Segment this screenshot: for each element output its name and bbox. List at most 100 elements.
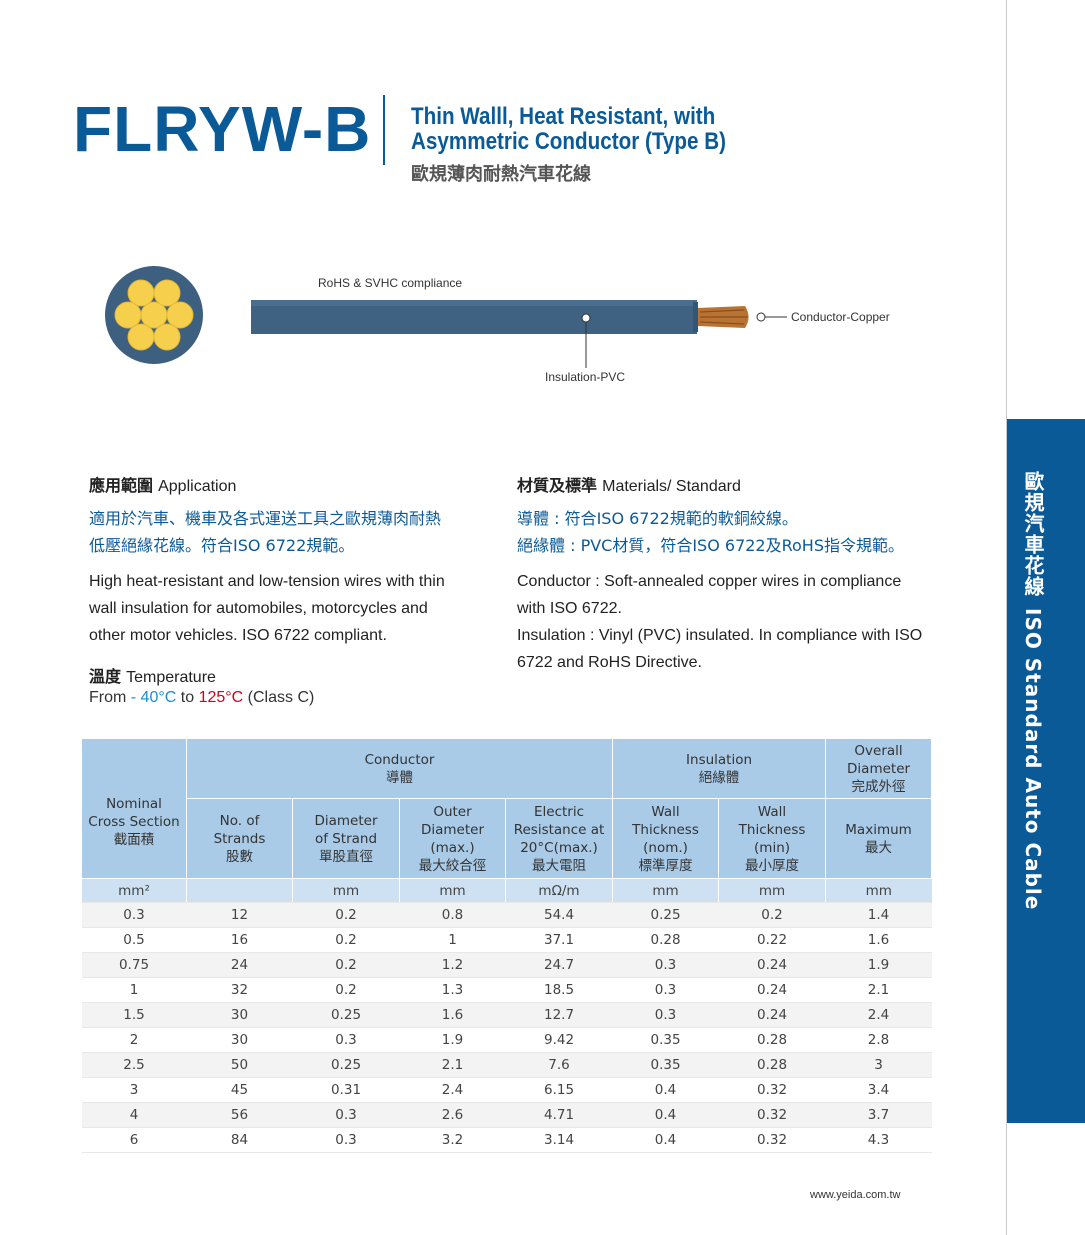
unit-cell: mm xyxy=(292,878,400,903)
table-row: 4 56 0.3 2.6 4.71 0.4 0.32 3.7 xyxy=(81,1102,932,1128)
table-cell: 0.24 xyxy=(718,952,826,978)
table-cell: 0.24 xyxy=(718,977,826,1003)
table-cell: 30 xyxy=(186,1002,293,1028)
table-cell: 0.3 xyxy=(81,902,187,928)
table-cell: 0.3 xyxy=(292,1027,400,1053)
table-cell: 4.71 xyxy=(505,1102,613,1128)
table-cell: 0.2 xyxy=(292,952,400,978)
footer-url: www.yeida.com.tw xyxy=(810,1189,901,1201)
spec-table: Nominal Cross Section 截面積 Conductor 導體 Insu… xyxy=(81,738,933,1153)
side-tab-en: ISO Standard Auto Cable xyxy=(1021,608,1045,911)
rohs-label: RoHS & SVHC compliance xyxy=(318,276,463,290)
table-row: 2.5 50 0.25 2.1 7.6 0.35 0.28 3 xyxy=(81,1052,932,1078)
side-tab-text: 歐規汽車花線 ISO Standard Auto Cable xyxy=(1019,471,1048,910)
temperature-high: 125°C xyxy=(198,689,244,706)
application-zh: 適用於汽車、機車及各式運送工具之歐規薄肉耐熱 低壓絕緣花線。符合ISO 6722… xyxy=(89,505,441,559)
conductor-label: Conductor-Copper xyxy=(791,310,890,324)
header-conductor: Conductor 導體 xyxy=(185,738,614,799)
header-wall-nom: Wall Thickness (nom.) 標準厚度 xyxy=(612,798,720,879)
temperature-heading: 溫度 Temperature xyxy=(89,667,216,686)
page-edge-rule xyxy=(1006,0,1007,1235)
product-code: FLRYW-B xyxy=(73,93,372,165)
table-cell: 2 xyxy=(81,1027,187,1053)
table-row: 0.5 16 0.2 1 37.1 0.28 0.22 1.6 xyxy=(81,927,932,953)
cable-side-view xyxy=(251,300,787,368)
table-cell: 2.1 xyxy=(825,977,932,1003)
table-cell: 0.28 xyxy=(718,1027,826,1053)
title-en: Thin Walll, Heat Resistant, with Asymmet… xyxy=(411,104,726,154)
table-cell: 3.7 xyxy=(825,1102,932,1128)
table-cell: 0.2 xyxy=(718,902,826,928)
application-en-line3: other motor vehicles. ISO 6722 compliant… xyxy=(89,627,387,644)
table-cell: 30 xyxy=(186,1027,293,1053)
table-cell: 0.22 xyxy=(718,927,826,953)
table-cell: 0.25 xyxy=(292,1052,400,1078)
table-cell: 2.6 xyxy=(399,1102,506,1128)
table-cell: 1.6 xyxy=(399,1002,506,1028)
table-cell: 3.14 xyxy=(505,1127,613,1153)
table-cell: 12.7 xyxy=(505,1002,613,1028)
table-cell: 6 xyxy=(81,1127,187,1153)
table-cell: 1 xyxy=(81,977,187,1003)
table-cell: 0.4 xyxy=(612,1127,719,1153)
table-cell: 7.6 xyxy=(505,1052,613,1078)
table-cell: 0.28 xyxy=(718,1052,826,1078)
cable-diagram: RoHS & SVHC compliance Conductor-Copper … xyxy=(0,250,1000,400)
table-cell: 0.3 xyxy=(612,977,719,1003)
table-cell: 0.2 xyxy=(292,927,400,953)
materials-zh-line1: 導體 : 符合ISO 6722規範的軟銅絞線。 xyxy=(517,509,798,528)
materials-en-line3: Insulation : Vinyl (PVC) insulated. In c… xyxy=(517,627,923,644)
table-cell: 0.28 xyxy=(612,927,719,953)
table-cell: 1.9 xyxy=(399,1027,506,1053)
title-en-line1: Thin Walll, Heat Resistant, with xyxy=(411,103,716,130)
table-cell: 3.2 xyxy=(399,1127,506,1153)
table-cell: 0.3 xyxy=(292,1102,400,1128)
table-cell: 84 xyxy=(186,1127,293,1153)
table-cell: 12 xyxy=(186,902,293,928)
materials-zh: 導體 : 符合ISO 6722規範的軟銅絞線。 絕緣體 : PVC材質，符合IS… xyxy=(517,505,904,559)
table-cell: 45 xyxy=(186,1077,293,1103)
title-en-line2: Asymmetric Conductor (Type B) xyxy=(411,128,727,155)
table-cell: 0.35 xyxy=(612,1052,719,1078)
materials-en: Conductor : Soft-annealed copper wires i… xyxy=(517,568,922,676)
table-cell: 56 xyxy=(186,1102,293,1128)
table-cell: 16 xyxy=(186,927,293,953)
table-cell: 0.3 xyxy=(292,1127,400,1153)
table-cell: 2.5 xyxy=(81,1052,187,1078)
header-overall: Overall Diameter 完成外徑 xyxy=(825,738,933,799)
header-strands: No. of Strands 股數 xyxy=(186,798,293,879)
materials-en-line1: Conductor : Soft-annealed copper wires i… xyxy=(517,573,902,590)
table-cell: 32 xyxy=(186,977,293,1003)
header-nominal: Nominal Cross Section 截面積 xyxy=(81,738,187,879)
table-row: 1 32 0.2 1.3 18.5 0.3 0.24 2.1 xyxy=(81,977,932,1003)
title-divider xyxy=(383,95,385,165)
table-cell: 3.4 xyxy=(825,1077,932,1103)
units-row: mm² mm mm mΩ/m mm mm mm xyxy=(81,878,932,903)
unit-cell: mm xyxy=(612,878,719,903)
table-cell: 2.4 xyxy=(825,1002,932,1028)
table-cell: 2.4 xyxy=(399,1077,506,1103)
table-cell: 3 xyxy=(81,1077,187,1103)
unit-cell xyxy=(186,878,293,903)
table-cell: 1.3 xyxy=(399,977,506,1003)
table-cell: 0.4 xyxy=(612,1077,719,1103)
table-cell: 0.5 xyxy=(81,927,187,953)
table-cell: 24.7 xyxy=(505,952,613,978)
application-en-line2: wall insulation for automobiles, motorcy… xyxy=(89,600,428,617)
header-wall-min: Wall Thickness (min) 最小厚度 xyxy=(718,798,827,879)
table-row: 3 45 0.31 2.4 6.15 0.4 0.32 3.4 xyxy=(81,1077,932,1103)
table-cell: 1.6 xyxy=(825,927,932,953)
table-cell: 1 xyxy=(399,927,506,953)
application-heading: 應用範圍 Application xyxy=(89,476,237,495)
application-en: High heat-resistant and low-tension wire… xyxy=(89,568,445,649)
insulation-label: Insulation-PVC xyxy=(545,370,626,384)
materials-en-line4: 6722 and RoHS Directive. xyxy=(517,654,702,671)
table-cell: 6.15 xyxy=(505,1077,613,1103)
table-cell: 1.2 xyxy=(399,952,506,978)
table-cell: 1.9 xyxy=(825,952,932,978)
application-zh-line2: 低壓絕緣花線。符合ISO 6722規範。 xyxy=(89,536,355,555)
table-cell: 0.75 xyxy=(81,952,187,978)
table-cell: 18.5 xyxy=(505,977,613,1003)
table-cell: 50 xyxy=(186,1052,293,1078)
temperature-range: From - 40°C to 125°C (Class C) xyxy=(89,689,315,706)
